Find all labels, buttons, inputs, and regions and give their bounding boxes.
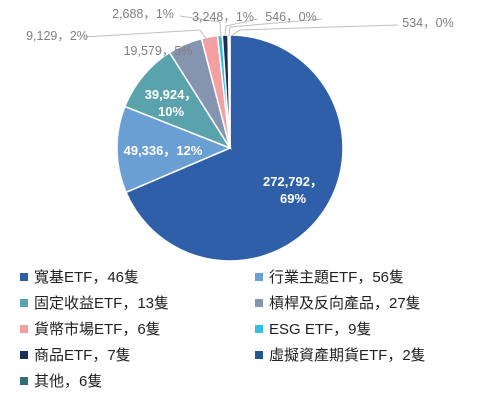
data-label-6: 2,688，1% [112, 7, 174, 21]
pie-slice-2 [116, 105, 232, 194]
legend-swatch [20, 272, 28, 281]
legend-label: 固定收益ETF，13隻 [34, 295, 170, 312]
data-label-3: 39,924， 10% [145, 87, 198, 119]
legend-swatch [20, 298, 28, 307]
leader-line-6 [179, 15, 222, 38]
legend-label: 商品ETF，7隻 [34, 347, 131, 364]
leader-line-5 [83, 29, 211, 45]
legend-label: 行業主題ETF，56隻 [269, 269, 405, 286]
data-label-8: 546，0% [265, 10, 316, 24]
legend-swatch [20, 376, 28, 385]
legend-swatch [255, 350, 263, 359]
pie-slice-3 [123, 51, 232, 150]
legend-label: 虛擬資產期貨ETF，2隻 [269, 347, 426, 364]
legend-swatch [20, 350, 28, 359]
data-label-4: 19,579，5% [124, 44, 193, 58]
leader-line-8 [228, 18, 323, 37]
pie-chart: 272,792， 69% 49,336，12% 39,924， 10% 19,579，5%… [26, 7, 454, 262]
legend-swatch [255, 272, 263, 281]
legend-item-9: 其他，6隻 [20, 370, 102, 391]
legend-item-7: 商品ETF，7隻 [20, 344, 131, 365]
pie-slice-9 [228, 34, 231, 149]
legend-swatch [20, 324, 28, 333]
legend-item-6: ESG ETF，9隻 [255, 318, 372, 339]
data-label-1: 272,792， 69% [263, 174, 323, 206]
legend-label: 槓桿及反向產品，27隻 [269, 295, 421, 312]
data-label-2: 49,336，12% [124, 143, 203, 158]
leader-line-7 [224, 18, 259, 37]
data-label-7: 3,248，1% [192, 10, 254, 24]
legend-item-1: 寬基ETF，46隻 [20, 266, 139, 287]
legend-item-3: 固定收益ETF，13隻 [20, 292, 169, 313]
legend-swatch [255, 298, 263, 307]
legend-item-5: 貨幣市場ETF，6隻 [20, 318, 161, 339]
data-label-5: 9,129，2% [26, 29, 88, 43]
legend-item-2: 行業主題ETF，56隻 [255, 266, 404, 287]
legend-label: ESG ETF，9隻 [269, 321, 372, 338]
pie-slice-1 [125, 34, 344, 262]
legend-item-4: 槓桿及反向產品，27隻 [255, 292, 421, 313]
legend-swatch [255, 324, 263, 333]
legend-label: 貨幣市場ETF，6隻 [34, 321, 161, 338]
legend-label: 寬基ETF，46隻 [34, 269, 140, 286]
leader-line-9 [230, 24, 399, 37]
data-label-9: 534，0% [402, 16, 453, 30]
legend-label: 其他，6隻 [34, 373, 103, 390]
legend-item-8: 虛擬資產期貨ETF，2隻 [255, 344, 426, 365]
